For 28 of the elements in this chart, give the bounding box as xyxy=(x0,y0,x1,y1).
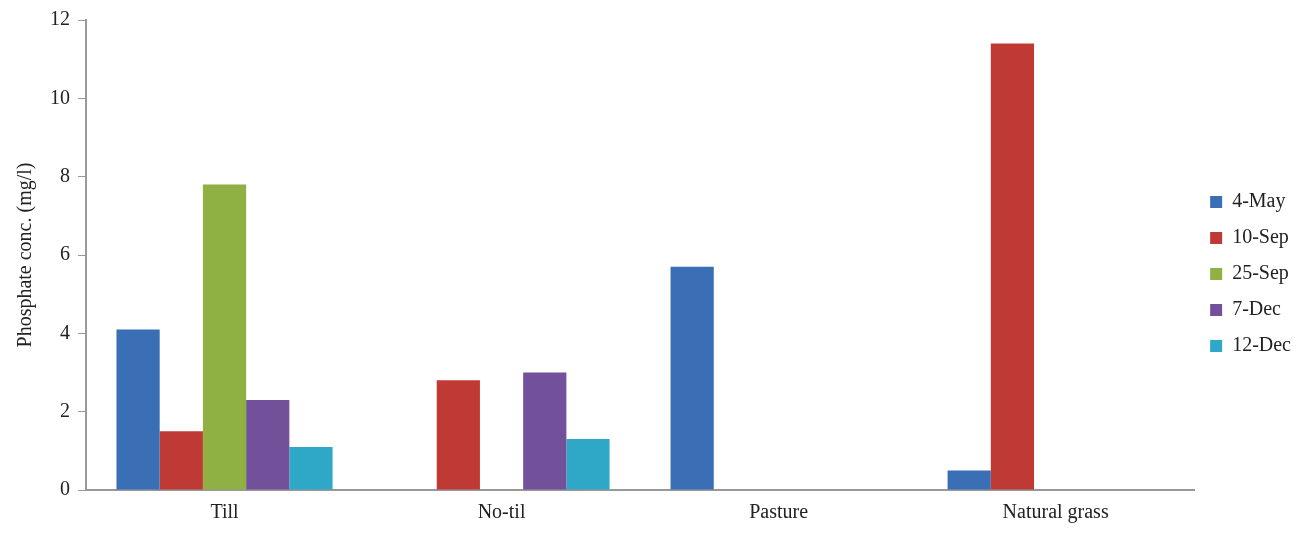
x-tick-label: Pasture xyxy=(749,500,809,523)
bar xyxy=(670,266,714,490)
bar xyxy=(947,470,991,490)
bar xyxy=(289,446,333,490)
bar xyxy=(990,43,1035,490)
legend-label: 4-May xyxy=(1232,189,1286,213)
x-tick-label: No-til xyxy=(477,500,526,523)
bar xyxy=(566,439,610,490)
legend-label: 7-Dec xyxy=(1232,297,1282,320)
legend-label: 12-Dec xyxy=(1232,333,1292,356)
bar xyxy=(159,431,203,490)
legend-label: 10-Sep xyxy=(1232,225,1289,249)
y-tick-label: 10 xyxy=(50,85,70,108)
bar xyxy=(116,329,160,490)
legend-label: 25-Sep xyxy=(1232,261,1289,285)
y-tick-label: 4 xyxy=(60,320,70,343)
y-tick-label: 2 xyxy=(60,398,70,421)
y-tick-label: 6 xyxy=(60,242,70,265)
bar xyxy=(436,380,480,490)
y-tick-label: 0 xyxy=(60,477,70,500)
bar xyxy=(202,184,247,490)
x-tick-label: Natural grass xyxy=(1002,500,1109,524)
x-tick-label: Till xyxy=(210,500,240,523)
bar xyxy=(523,372,567,490)
bar xyxy=(246,399,290,490)
y-tick-label: 12 xyxy=(50,7,70,30)
y-axis-title: Phosphate conc. (mg/l) xyxy=(13,162,37,348)
y-tick-label: 8 xyxy=(60,163,70,186)
